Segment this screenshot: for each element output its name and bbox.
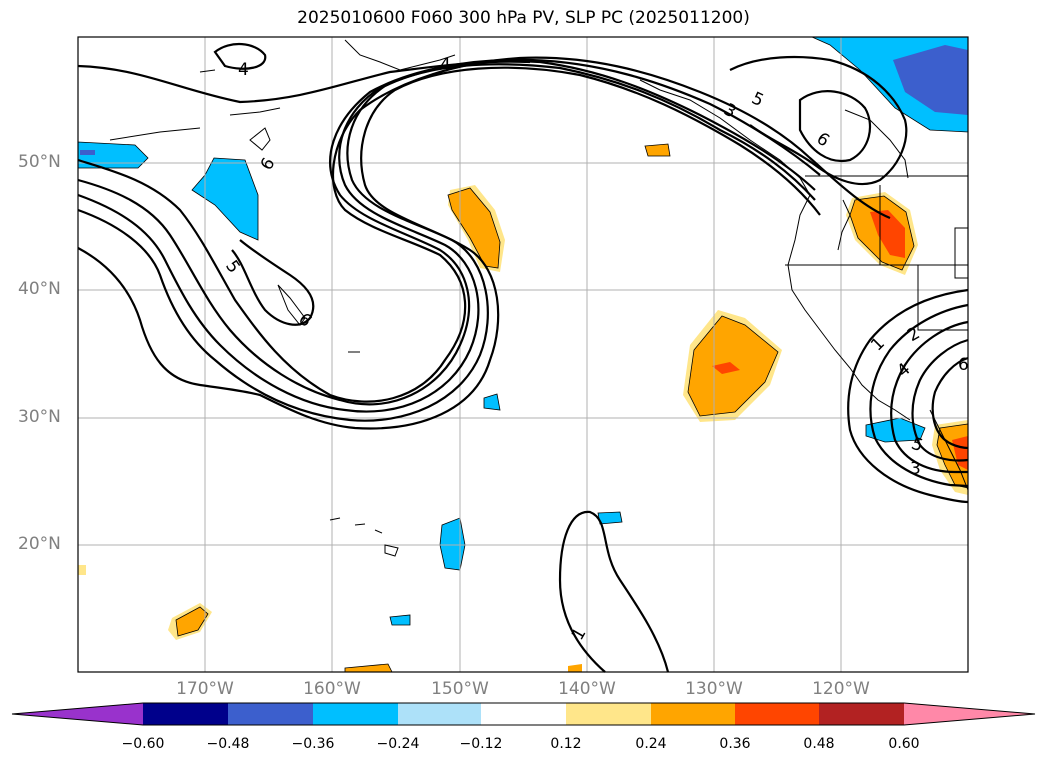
colorbar-bin	[819, 703, 904, 725]
colorbar-bin	[651, 703, 735, 725]
map-frame	[77, 36, 969, 673]
pv-negative-area	[191, 157, 259, 241]
colorbar-tick-label: −0.36	[291, 736, 335, 752]
lon-label: 160°W	[303, 679, 361, 699]
colorbar-bin	[143, 703, 228, 725]
graticule	[78, 37, 968, 672]
colorbar	[11, 702, 1036, 726]
pv-positive-area	[568, 664, 582, 672]
colorbar-bin	[735, 703, 819, 725]
pv-positive-area	[344, 663, 393, 673]
contour-label: 5	[748, 88, 766, 111]
lon-label: 170°W	[176, 679, 234, 699]
colorbar-tick-label: −0.60	[121, 736, 165, 752]
map-panel: 4 4 5 6 5 6 6 1 2 1 4 5 3 6 3	[77, 36, 969, 673]
pv-positive-area	[78, 565, 86, 575]
contour-label: 1	[867, 334, 889, 356]
contour-label: 6	[257, 154, 280, 173]
colorbar-over-extension	[904, 703, 1035, 725]
contour-label: 4	[440, 55, 451, 75]
contour-label: 4	[893, 359, 914, 381]
colorbar-tick-label: −0.12	[459, 736, 503, 752]
colorbar-tick-label: 0.60	[888, 736, 920, 752]
colorbar-tick-label: 0.24	[635, 736, 667, 752]
pv-strong-positive-area	[870, 210, 905, 258]
contour-label: 6	[813, 129, 833, 152]
pv-strong-negative-area	[80, 150, 95, 155]
lat-label: 20°N	[18, 534, 61, 554]
pv-strong-positive-area	[952, 436, 968, 470]
pv-positive-area	[175, 606, 209, 637]
contour-label: 3	[910, 459, 921, 479]
colorbar-tick-label: 0.48	[803, 736, 835, 752]
coastlines	[109, 39, 969, 557]
colorbar-bin	[566, 703, 651, 725]
lon-label: 140°W	[558, 679, 616, 699]
colorbar-tick-label: 0.36	[719, 736, 751, 752]
pv-positive-area	[447, 187, 501, 269]
slp-contours	[77, 43, 969, 673]
pv-strong-negative-area	[893, 45, 968, 115]
colorbar-bin	[313, 703, 398, 725]
colorbar-under-extension	[12, 703, 143, 725]
lat-label: 30°N	[18, 407, 61, 427]
pv-negative-area	[483, 393, 501, 411]
map-title: 2025010600 F060 300 hPa PV, SLP PC (2025…	[297, 8, 750, 28]
lat-label: 40°N	[18, 279, 61, 299]
contour-label: 6	[958, 355, 969, 375]
lon-label: 130°W	[685, 679, 743, 699]
colorbar-tick-label: −0.24	[376, 736, 420, 752]
colorbar-tick-label: −0.48	[206, 736, 250, 752]
lon-label: 150°W	[431, 679, 489, 699]
pv-positive-area	[644, 143, 671, 157]
colorbar-bin	[228, 703, 313, 725]
lon-label: 120°W	[812, 679, 870, 699]
pv-negative-area	[439, 517, 466, 571]
colorbar-tick-label: 0.12	[550, 736, 582, 752]
colorbar-bin	[481, 703, 566, 725]
contour-label: 5	[221, 257, 244, 277]
contour-label: 4	[238, 60, 249, 80]
pv-negative-area	[389, 614, 411, 626]
lat-label: 50°N	[18, 152, 61, 172]
pv-shading	[77, 36, 969, 673]
contour-label: 6	[294, 309, 315, 331]
pv-strong-positive-area	[712, 362, 740, 374]
contour-label: 2	[904, 323, 923, 346]
colorbar-bin	[398, 703, 481, 725]
